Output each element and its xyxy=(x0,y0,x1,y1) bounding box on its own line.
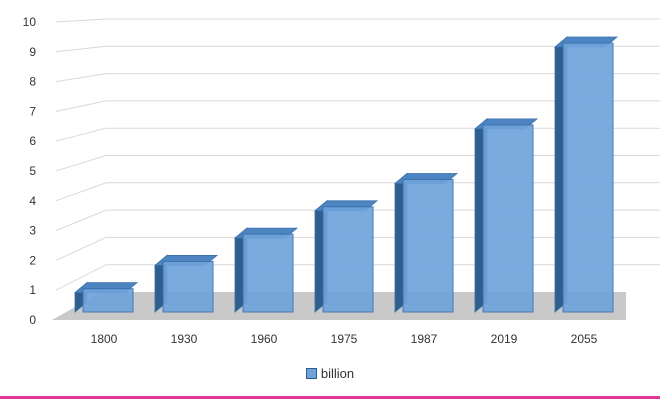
y-tick-label: 0 xyxy=(29,313,36,327)
y-tick-label: 2 xyxy=(29,253,36,267)
bar xyxy=(553,36,619,313)
legend-swatch xyxy=(305,368,317,379)
bar-front-face xyxy=(482,124,534,313)
y-tick-label: 10 xyxy=(23,15,37,29)
y-tick-label: 5 xyxy=(29,164,36,178)
x-tick-label: 1930 xyxy=(171,332,198,346)
x-tick-label: 2019 xyxy=(491,332,518,346)
bar xyxy=(73,281,139,313)
bar xyxy=(153,254,219,313)
bar-front-face xyxy=(162,260,214,313)
bottom-accent-line xyxy=(0,396,660,399)
legend: billion xyxy=(0,366,660,381)
bar-front-face xyxy=(242,233,294,313)
legend-label: billion xyxy=(320,366,355,381)
bar-front-face xyxy=(562,42,614,313)
x-tick-label: 1960 xyxy=(251,332,278,346)
y-tick-label: 3 xyxy=(29,224,36,238)
x-tick-label: 1987 xyxy=(411,332,438,346)
bar xyxy=(313,199,379,313)
gridline xyxy=(55,45,660,53)
gridline xyxy=(55,100,660,112)
y-tick-label: 4 xyxy=(29,194,36,208)
bar xyxy=(393,172,459,313)
y-tick-label: 1 xyxy=(29,283,36,297)
bar-front-face xyxy=(82,288,134,313)
x-tick-label: 1800 xyxy=(91,332,118,346)
bar xyxy=(473,118,539,313)
bar-front-face xyxy=(322,206,374,313)
x-tick-label: 2055 xyxy=(571,332,598,346)
bar-front-face xyxy=(402,179,454,313)
y-tick-label: 6 xyxy=(29,134,36,148)
x-tick-label: 1975 xyxy=(331,332,358,346)
gridline xyxy=(55,18,660,23)
gridline xyxy=(55,73,660,83)
bar xyxy=(233,227,299,313)
y-tick-label: 9 xyxy=(29,45,36,59)
y-tick-label: 8 xyxy=(29,75,36,89)
y-tick-label: 7 xyxy=(29,104,36,118)
